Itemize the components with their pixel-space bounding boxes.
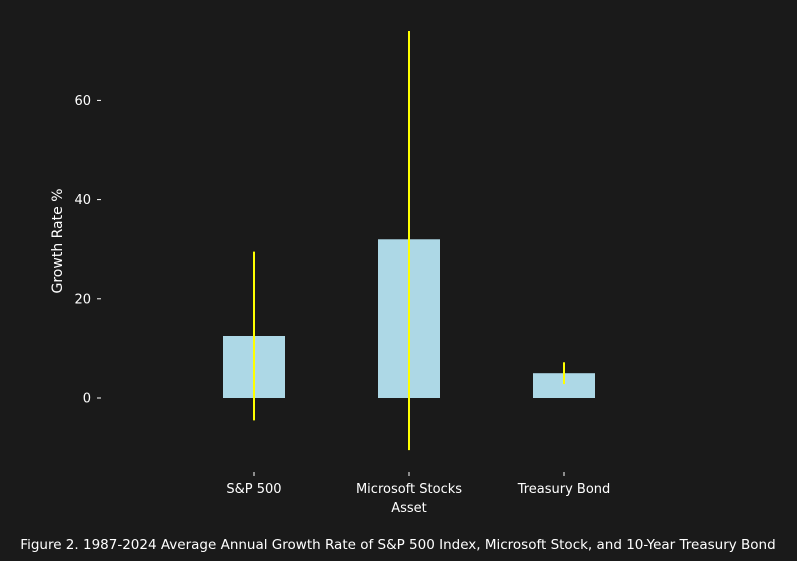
error-bars-group xyxy=(253,30,565,451)
x-axis-label: Asset xyxy=(391,501,427,516)
x-tick-label: Microsoft Stocks xyxy=(356,482,462,497)
x-tick-label: S&P 500 xyxy=(226,482,281,497)
figure-caption: Figure 2. 1987-2024 Average Annual Growt… xyxy=(20,537,775,553)
y-axis: 0 20 40 60 xyxy=(74,94,101,407)
x-tick-label: Treasury Bond xyxy=(517,482,611,497)
y-tick-label: 20 xyxy=(74,292,91,307)
y-tick-label: 40 xyxy=(74,193,91,208)
x-axis: S&P 500 Microsoft Stocks Treasury Bond xyxy=(226,472,610,497)
y-tick-label: 0 xyxy=(83,392,91,407)
y-axis-label: Growth Rate % xyxy=(50,189,66,294)
y-tick-label: 60 xyxy=(74,94,91,109)
